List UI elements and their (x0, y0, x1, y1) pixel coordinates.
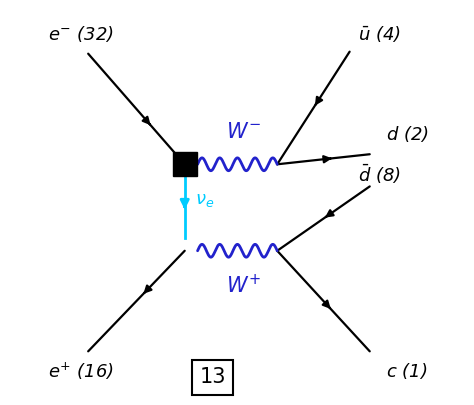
Text: $\nu_e$: $\nu_e$ (195, 192, 214, 209)
Text: $W^{-}$: $W^{-}$ (226, 122, 261, 142)
Text: $\bar{d}$ (8): $\bar{d}$ (8) (358, 162, 401, 186)
Text: $e^{+}$ (16): $e^{+}$ (16) (48, 361, 114, 382)
Bar (173, 152, 197, 176)
Text: $d$ (2): $d$ (2) (386, 124, 428, 144)
Text: 13: 13 (200, 367, 226, 388)
Text: $W^{+}$: $W^{+}$ (226, 273, 260, 296)
Text: $\bar{u}$ (4): $\bar{u}$ (4) (358, 23, 401, 44)
Text: $c$ (1): $c$ (1) (386, 361, 427, 382)
Text: $e^{-}$ (32): $e^{-}$ (32) (48, 23, 114, 44)
